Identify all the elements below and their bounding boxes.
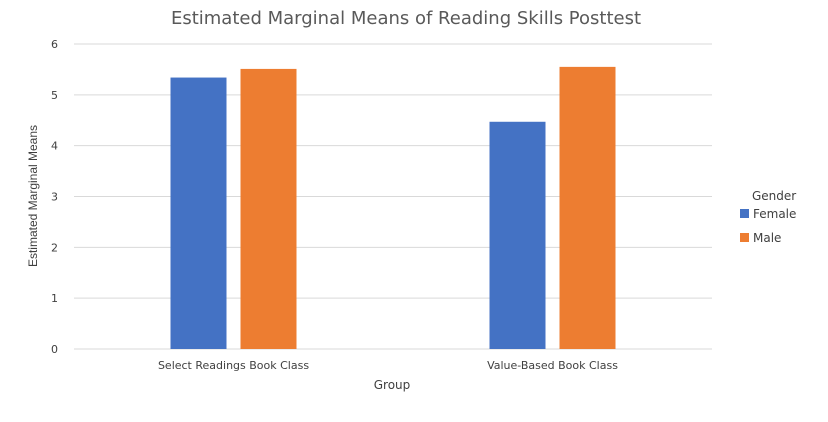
x-tick-label: Value-Based Book Class (487, 359, 618, 372)
legend-title: Gender (752, 189, 796, 203)
y-tick-label: 6 (51, 38, 58, 51)
bar-female-2 (489, 121, 546, 350)
y-axis-title: Estimated Marginal Means (26, 125, 40, 267)
bar-male-1 (240, 68, 297, 350)
gridlines (74, 43, 712, 350)
y-tick-label: 1 (51, 292, 58, 305)
x-axis-title: Group (374, 378, 411, 392)
legend-swatch-male (740, 233, 749, 242)
bar-male-2 (559, 66, 616, 349)
x-tick-label: Select Readings Book Class (158, 359, 309, 372)
y-tick-label: 5 (51, 89, 58, 102)
legend-items: Female Male (740, 207, 796, 245)
y-tick-labels: 0 1 2 3 4 5 6 (51, 38, 58, 356)
y-tick-label: 0 (51, 343, 58, 356)
bar-female-1 (170, 77, 227, 350)
y-tick-label: 3 (51, 191, 58, 204)
legend: Gender Female Male (740, 189, 796, 245)
bars (170, 66, 616, 350)
y-tick-label: 2 (51, 241, 58, 254)
x-tick-labels: Select Readings Book Class Value-Based Bo… (158, 359, 618, 372)
chart-title: Estimated Marginal Means of Reading Skil… (171, 8, 641, 29)
legend-label-female: Female (753, 207, 796, 221)
legend-swatch-female (740, 209, 749, 218)
y-tick-label: 4 (51, 140, 58, 153)
legend-label-male: Male (753, 231, 781, 245)
